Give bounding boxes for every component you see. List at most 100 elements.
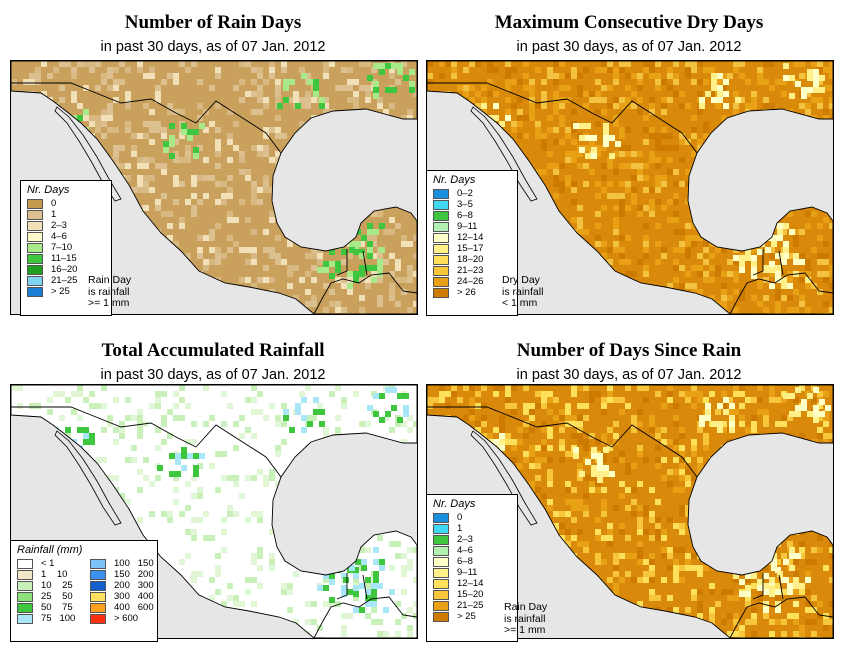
legend-item: 200 300: [90, 580, 157, 591]
legend-item: 21–25: [433, 600, 517, 611]
legend-swatch: [27, 209, 43, 220]
coastline: [427, 385, 833, 638]
legend-label: 15–20: [457, 589, 484, 600]
legend-item: 300 400: [90, 591, 157, 602]
legend-item: 4–6: [433, 545, 517, 556]
legend-swatch: [433, 199, 449, 210]
panel-title: Number of Days Since Rain: [516, 340, 742, 361]
legend-label: 6–8: [457, 556, 473, 567]
legend-label: 10 25: [41, 580, 73, 591]
coastline: [11, 61, 417, 314]
legend-label: 3–5: [457, 199, 473, 210]
legend-item: 6–8: [433, 210, 517, 221]
legend-label: 9–11: [457, 567, 478, 578]
country-border: [336, 573, 368, 600]
legend-swatch: [27, 220, 43, 231]
legend-label: 0: [457, 512, 463, 523]
legend-label: 18–20: [457, 254, 484, 265]
legend-label: 12–14: [457, 578, 484, 589]
rain-day-note: Rain Day is rainfall >= 1 mm: [504, 601, 547, 637]
legend-swatch: [433, 243, 449, 254]
legend-item: 7–10: [27, 242, 111, 253]
legend-item: 0: [27, 198, 111, 209]
legend-label: 16–20: [51, 264, 78, 275]
legend-swatch: [433, 611, 449, 622]
legend-label: 15–17: [457, 243, 484, 254]
legend: Nr. Days 0–2 3–5 6–8 9–11 12–14 15–17 18–20 21–…: [426, 170, 518, 316]
gulf-of-california: [54, 106, 122, 202]
legend-swatch: [433, 545, 449, 556]
legend-item: 75 100: [17, 613, 84, 624]
legend-item: > 25: [433, 611, 517, 622]
legend-item: 9–11: [433, 567, 517, 578]
legend-label: 11–15: [51, 253, 77, 264]
legend-item: 21–23: [433, 265, 517, 276]
legend-item: 1: [433, 523, 517, 534]
legend-label: 150 200: [114, 569, 154, 580]
legend-label: > 26: [457, 287, 476, 298]
legend-item: 100 150: [90, 558, 157, 569]
legend-item: 12–14: [433, 578, 517, 589]
legend-label: 25 50: [41, 591, 73, 602]
legend-swatch: [433, 534, 449, 545]
legend-swatch: [433, 254, 449, 265]
legend-swatch: [17, 558, 33, 569]
country-border: [752, 573, 784, 600]
legend-label: > 25: [457, 611, 476, 622]
country-border: [11, 82, 282, 154]
legend-label: 1: [51, 209, 57, 220]
legend-item: 6–8: [433, 556, 517, 567]
legend-item: 0–2: [433, 188, 517, 199]
legend-swatch: [433, 221, 449, 232]
note-line: is rainfall: [504, 612, 546, 625]
panel-subtitle: in past 30 days, as of 07 Jan. 2012: [100, 367, 326, 383]
legend-label: 300 400: [114, 591, 154, 602]
note-line: is rainfall: [502, 285, 544, 298]
legend-swatch: [27, 264, 43, 275]
legend-swatch: [27, 253, 43, 264]
legend-swatch: [90, 602, 106, 613]
legend-item: 15–20: [433, 589, 517, 600]
legend-swatch: [433, 232, 449, 243]
rain-day-note: Rain Day is rainfall >= 1 mm: [88, 274, 131, 310]
coastline: [427, 61, 833, 314]
legend-item: 4–6: [27, 231, 111, 242]
legend-swatch: [17, 591, 33, 602]
country-border: [313, 272, 417, 314]
legend-swatch: [90, 591, 106, 602]
legend-swatch: [433, 589, 449, 600]
legend-item: 1: [27, 209, 111, 220]
legend-label: 9–11: [457, 221, 478, 232]
legend-swatch: [433, 265, 449, 276]
legend-label: < 1: [41, 558, 55, 569]
legend-swatch: [90, 580, 106, 591]
legend-label: 50 75: [41, 602, 73, 613]
legend-label: 6–8: [457, 210, 473, 221]
legend-label: 24–26: [457, 276, 484, 287]
note-line: >= 1 mm: [504, 624, 546, 636]
legend-swatch: [433, 210, 449, 221]
legend-swatch: [433, 556, 449, 567]
legend-item: 21–25: [27, 275, 111, 286]
country-border: [11, 406, 282, 478]
legend-label: 200 300: [114, 580, 154, 591]
legend-label: 21–23: [457, 265, 484, 276]
legend-label: 1 10: [41, 569, 68, 580]
legend-swatch: [17, 602, 33, 613]
note-line: < 1 mm: [502, 297, 538, 309]
country-border: [752, 249, 784, 276]
legend-swatch: [27, 231, 43, 242]
legend-item: 25 50: [17, 591, 84, 602]
legend-swatch: [27, 286, 43, 297]
legend-item: 9–11: [433, 221, 517, 232]
country-border: [336, 249, 368, 276]
panel-subtitle: in past 30 days, as of 07 Jan. 2012: [516, 367, 742, 383]
panel-subtitle: in past 30 days, as of 07 Jan. 2012: [100, 39, 326, 55]
legend-label: 100 150: [114, 558, 154, 569]
country-border: [313, 596, 417, 638]
legend-swatch: [433, 578, 449, 589]
legend-swatch: [17, 580, 33, 591]
gulf-of-california: [470, 106, 538, 202]
country-border: [427, 82, 698, 154]
legend-swatch: [433, 188, 449, 199]
